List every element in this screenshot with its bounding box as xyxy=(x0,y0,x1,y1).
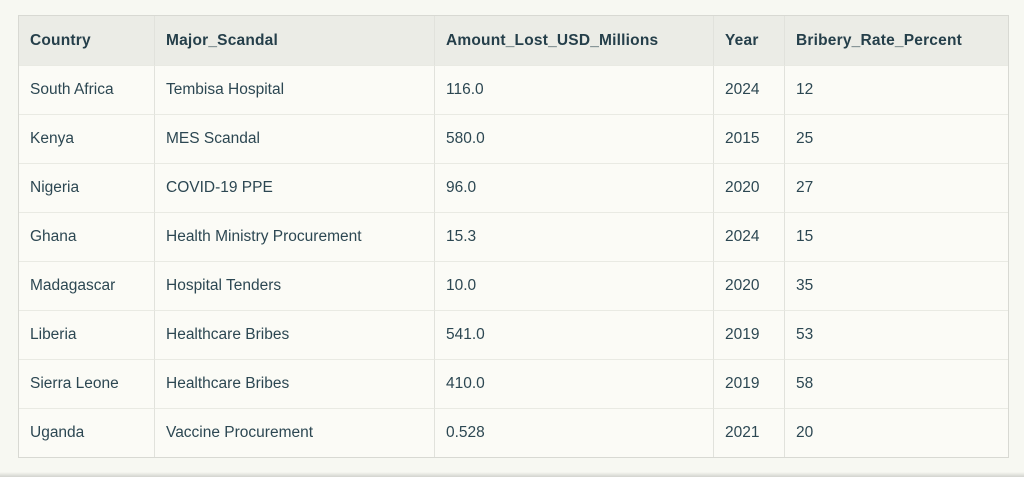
table-cell: 2020 xyxy=(713,163,784,212)
table-row: Uganda Vaccine Procurement 0.528 2021 20 xyxy=(19,408,1008,457)
table-cell: 58 xyxy=(784,359,1008,408)
table-cell: 2020 xyxy=(713,261,784,310)
table-row: Ghana Health Ministry Procurement 15.3 2024… xyxy=(19,212,1008,261)
table-cell: 2024 xyxy=(713,212,784,261)
table-cell: 0.528 xyxy=(434,408,713,457)
table-cell: 15 xyxy=(784,212,1008,261)
column-header-country: Country xyxy=(19,16,154,65)
table-cell: 2019 xyxy=(713,310,784,359)
table-cell: 410.0 xyxy=(434,359,713,408)
table-body: South Africa Tembisa Hospital 116.0 2024 12 K… xyxy=(19,65,1008,457)
table-cell: MES Scandal xyxy=(154,114,434,163)
table-cell: Sierra Leone xyxy=(19,359,154,408)
column-header-year: Year xyxy=(713,16,784,65)
table-cell: Tembisa Hospital xyxy=(154,65,434,114)
table-cell: Kenya xyxy=(19,114,154,163)
table-cell: 96.0 xyxy=(434,163,713,212)
table-row: Liberia Healthcare Bribes 541.0 2019 53 xyxy=(19,310,1008,359)
table-cell: 35 xyxy=(784,261,1008,310)
table-row: Madagascar Hospital Tenders 10.0 2020 35 xyxy=(19,261,1008,310)
column-header-amount-lost: Amount_Lost_USD_Millions xyxy=(434,16,713,65)
table-cell: Madagascar xyxy=(19,261,154,310)
table-cell: Vaccine Procurement xyxy=(154,408,434,457)
table-row: South Africa Tembisa Hospital 116.0 2024 12 xyxy=(19,65,1008,114)
table-cell: Healthcare Bribes xyxy=(154,310,434,359)
column-header-major-scandal: Major_Scandal xyxy=(154,16,434,65)
table-cell: 580.0 xyxy=(434,114,713,163)
table-cell: Liberia xyxy=(19,310,154,359)
table-cell: Health Ministry Procurement xyxy=(154,212,434,261)
table-header-row: Country Major_Scandal Amount_Lost_USD_Mi… xyxy=(19,16,1008,65)
table-cell: 27 xyxy=(784,163,1008,212)
table-cell: 10.0 xyxy=(434,261,713,310)
window-bottom-edge xyxy=(0,472,1024,477)
table-cell: 116.0 xyxy=(434,65,713,114)
table-cell: Hospital Tenders xyxy=(154,261,434,310)
table-cell: 15.3 xyxy=(434,212,713,261)
table-cell: COVID-19 PPE xyxy=(154,163,434,212)
dataframe-component: Country Major_Scandal Amount_Lost_USD_Mi… xyxy=(18,15,1009,458)
table-cell: 2019 xyxy=(713,359,784,408)
scandals-table: Country Major_Scandal Amount_Lost_USD_Mi… xyxy=(18,15,1009,458)
table-cell: 12 xyxy=(784,65,1008,114)
table-cell: 2024 xyxy=(713,65,784,114)
table-cell: 53 xyxy=(784,310,1008,359)
table-cell: 25 xyxy=(784,114,1008,163)
table-cell: Nigeria xyxy=(19,163,154,212)
table-cell: 20 xyxy=(784,408,1008,457)
table-cell: 541.0 xyxy=(434,310,713,359)
table-row: Kenya MES Scandal 580.0 2015 25 xyxy=(19,114,1008,163)
column-header-bribery-rate: Bribery_Rate_Percent xyxy=(784,16,1008,65)
table-cell: Ghana xyxy=(19,212,154,261)
table-cell: 2015 xyxy=(713,114,784,163)
table-cell: Healthcare Bribes xyxy=(154,359,434,408)
table-cell: 2021 xyxy=(713,408,784,457)
table-row: Nigeria COVID-19 PPE 96.0 2020 27 xyxy=(19,163,1008,212)
table-cell: South Africa xyxy=(19,65,154,114)
table-row: Sierra Leone Healthcare Bribes 410.0 2019 58 xyxy=(19,359,1008,408)
table-cell: Uganda xyxy=(19,408,154,457)
